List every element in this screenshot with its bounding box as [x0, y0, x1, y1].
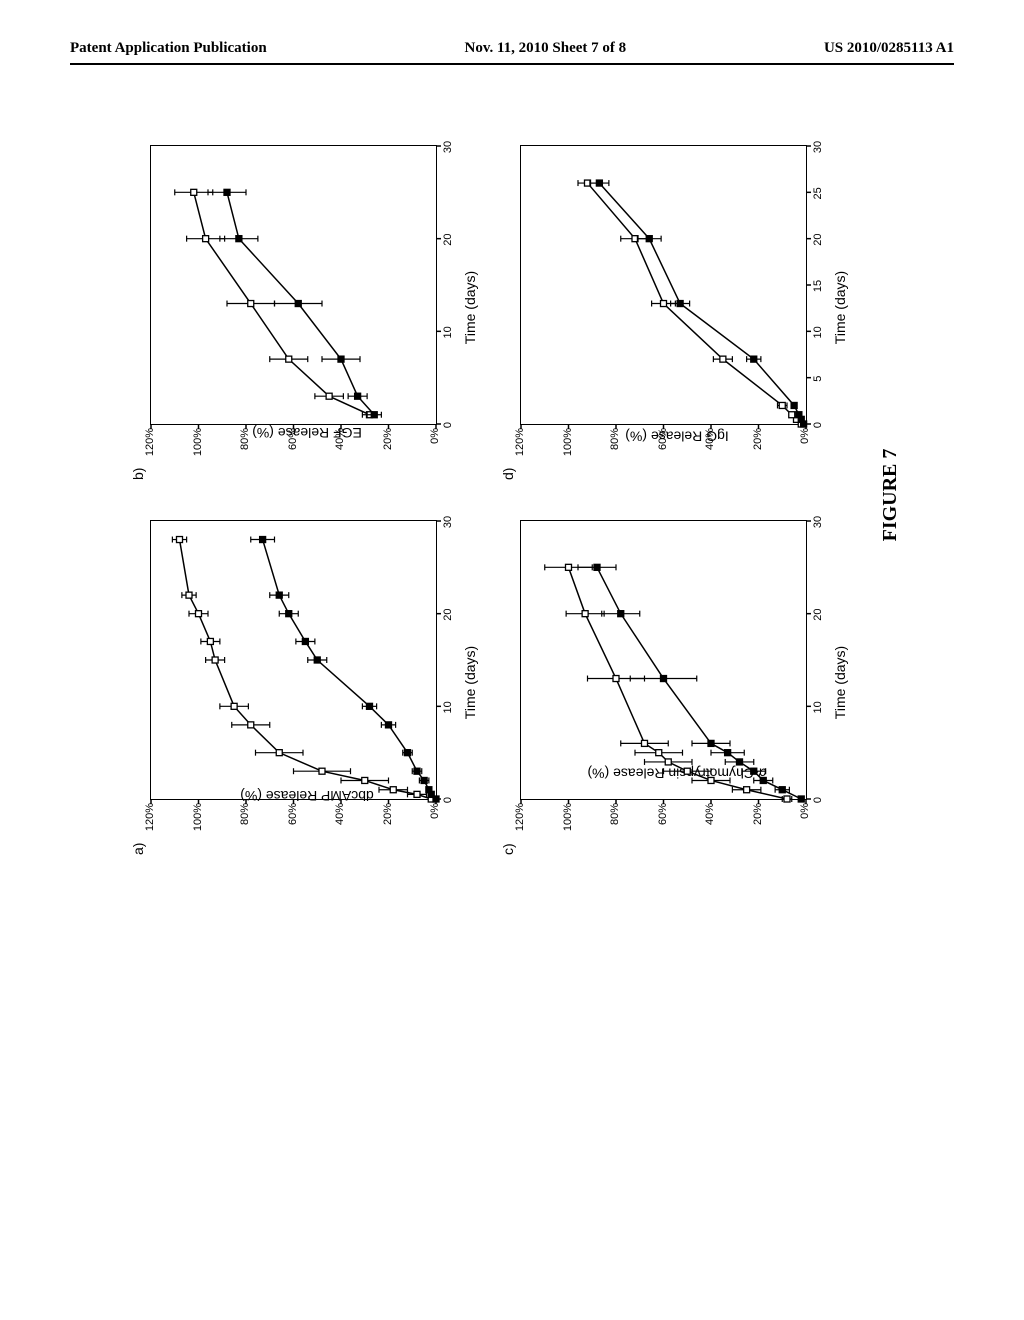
ytick-label: 60%	[657, 803, 669, 843]
xtick-label: 20	[812, 234, 824, 246]
chart-panel-c: c) α-Chymotrypsin Release (%) Time (days…	[502, 510, 852, 855]
panel-label-c: c)	[500, 843, 516, 855]
plot-box-c	[520, 520, 807, 800]
ytick-label: 20%	[752, 803, 764, 843]
ytick-label: 80%	[609, 428, 621, 468]
ytick-label: 100%	[562, 428, 574, 468]
xlabel-b: Time (days)	[462, 271, 478, 344]
xtick-label: 30	[812, 141, 824, 153]
ytick-label: 40%	[704, 428, 716, 468]
chart-panel-a: a) dbcAMP Release (%) Time (days) 0%20%4…	[132, 510, 482, 855]
figure-caption: FIGURE 7	[879, 449, 902, 542]
xtick-label: 0	[812, 797, 824, 803]
xtick-label: 10	[812, 701, 824, 713]
ytick-label: 120%	[514, 428, 526, 468]
xtick-label: 30	[812, 516, 824, 528]
xtick-label: 25	[812, 187, 824, 199]
plot-box-b	[150, 145, 437, 425]
panel-label-a: a)	[130, 843, 146, 855]
xtick-label: 30	[442, 141, 454, 153]
ytick-label: 60%	[287, 428, 299, 468]
header-right: US 2010/0285113 A1	[824, 40, 954, 57]
ytick-label: 0%	[429, 428, 441, 468]
ytick-label: 0%	[799, 803, 811, 843]
ytick-label: 20%	[382, 428, 394, 468]
plot-svg-a	[151, 521, 436, 799]
plot-svg-b	[151, 146, 436, 424]
ytick-label: 40%	[334, 428, 346, 468]
plot-svg-d	[521, 146, 806, 424]
ytick-label: 0%	[429, 803, 441, 843]
ytick-label: 80%	[609, 803, 621, 843]
xlabel-a: Time (days)	[462, 646, 478, 719]
xtick-label: 15	[812, 280, 824, 292]
figure-7: a) dbcAMP Release (%) Time (days) 0%20%4…	[132, 135, 892, 855]
ytick-label: 120%	[144, 428, 156, 468]
header-center: Nov. 11, 2010 Sheet 7 of 8	[464, 40, 626, 57]
page-header: Patent Application Publication Nov. 11, …	[70, 40, 954, 65]
xtick-label: 10	[812, 326, 824, 338]
ytick-label: 80%	[239, 428, 251, 468]
xtick-label: 10	[442, 701, 454, 713]
ytick-label: 120%	[144, 803, 156, 843]
xtick-label: 20	[812, 609, 824, 621]
plot-box-a	[150, 520, 437, 800]
ytick-label: 40%	[704, 803, 716, 843]
xlabel-d: Time (days)	[832, 271, 848, 344]
panel-label-b: b)	[130, 468, 146, 480]
plot-box-d	[520, 145, 807, 425]
ytick-label: 20%	[382, 803, 394, 843]
xtick-label: 20	[442, 609, 454, 621]
ytick-label: 100%	[562, 803, 574, 843]
chart-panel-b: b) EGF Release (%) Time (days) 0%20%40%6…	[132, 135, 482, 480]
ytick-label: 20%	[752, 428, 764, 468]
xtick-label: 5	[812, 376, 824, 382]
xtick-label: 0	[442, 797, 454, 803]
xtick-label: 0	[442, 422, 454, 428]
header-left: Patent Application Publication	[70, 40, 267, 57]
chart-grid: a) dbcAMP Release (%) Time (days) 0%20%4…	[132, 135, 852, 855]
ytick-label: 60%	[287, 803, 299, 843]
ytick-label: 100%	[192, 803, 204, 843]
xtick-label: 30	[442, 516, 454, 528]
xtick-label: 10	[442, 326, 454, 338]
ytick-label: 80%	[239, 803, 251, 843]
ytick-label: 120%	[514, 803, 526, 843]
ytick-label: 40%	[334, 803, 346, 843]
xlabel-c: Time (days)	[832, 646, 848, 719]
page: Patent Application Publication Nov. 11, …	[0, 0, 1024, 1320]
ytick-label: 0%	[799, 428, 811, 468]
panel-label-d: d)	[500, 468, 516, 480]
chart-panel-d: d) IgG Release (%) Time (days) 0%20%40%6…	[502, 135, 852, 480]
ytick-label: 100%	[192, 428, 204, 468]
ytick-label: 60%	[657, 428, 669, 468]
plot-svg-c	[521, 521, 806, 799]
xtick-label: 20	[442, 234, 454, 246]
xtick-label: 0	[812, 422, 824, 428]
